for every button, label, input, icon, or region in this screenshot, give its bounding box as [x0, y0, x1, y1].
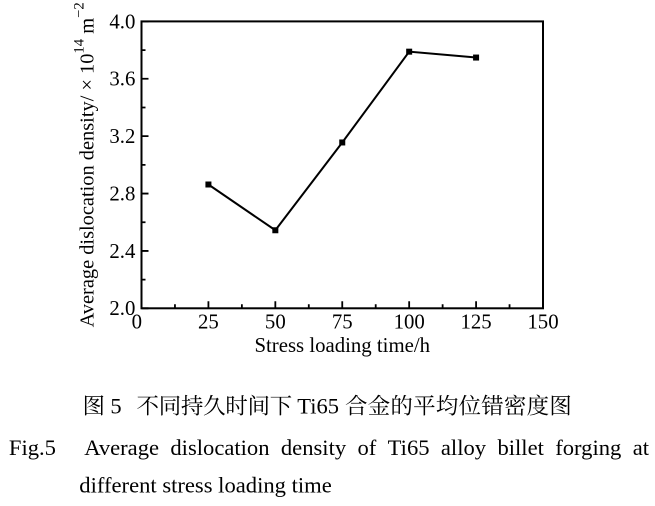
svg-text:forging: forging [555, 435, 621, 460]
svg-text:billet: billet [497, 435, 544, 460]
svg-text:100: 100 [394, 311, 425, 334]
svg-text:dislocation: dislocation [170, 435, 269, 460]
svg-text:2.8: 2.8 [109, 182, 135, 205]
svg-text:Fig.5: Fig.5 [9, 435, 56, 460]
svg-text:75: 75 [332, 311, 353, 334]
svg-text:50: 50 [265, 311, 286, 334]
svg-text:different stress loading time: different stress loading time [79, 473, 331, 498]
svg-text:of: of [358, 435, 377, 460]
svg-text:Average dislocation density/ ×: Average dislocation density/ × 1014 m−2 [72, 2, 99, 327]
svg-text:Average: Average [84, 435, 159, 460]
svg-text:3.6: 3.6 [109, 68, 135, 91]
svg-text:alloy: alloy [441, 435, 487, 460]
svg-text:0: 0 [132, 311, 142, 334]
svg-text:25: 25 [198, 311, 219, 334]
svg-text:4.0: 4.0 [109, 10, 135, 33]
svg-text:125: 125 [460, 311, 491, 334]
svg-text:Ti65: Ti65 [297, 394, 339, 419]
svg-text:Stress loading time/h: Stress loading time/h [254, 334, 430, 357]
svg-text:5: 5 [110, 394, 121, 419]
svg-text:150: 150 [527, 311, 558, 334]
svg-text:at: at [633, 435, 650, 460]
svg-text:2.4: 2.4 [109, 240, 136, 263]
svg-text:Ti65: Ti65 [388, 435, 430, 460]
svg-text:2.0: 2.0 [109, 297, 135, 320]
svg-text:density: density [281, 435, 347, 460]
svg-text:3.2: 3.2 [109, 125, 135, 148]
